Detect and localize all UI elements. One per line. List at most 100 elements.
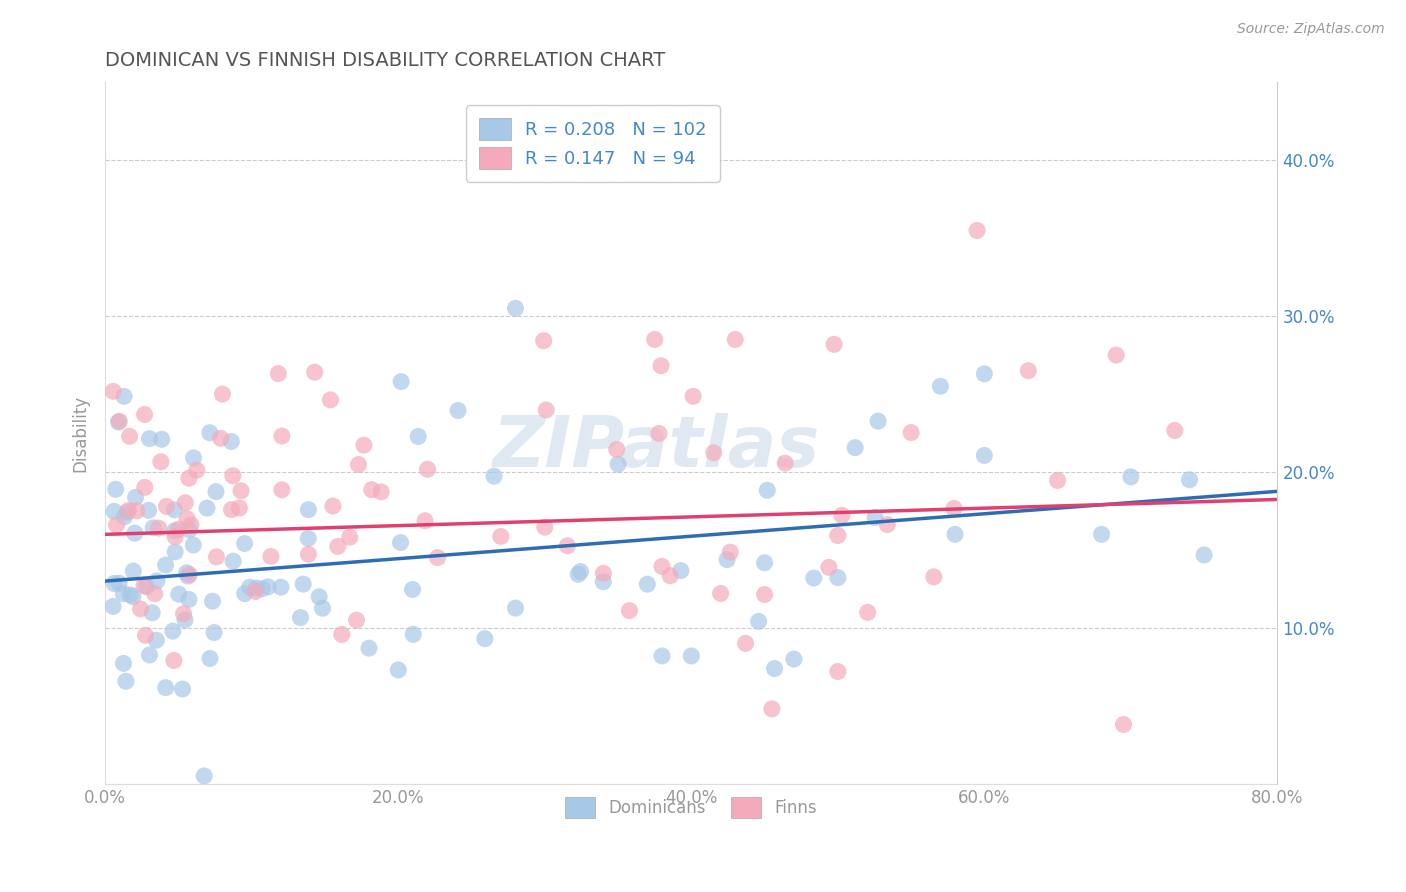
Dominicans xyxy=(163,503,186,517)
Dominicans xyxy=(172,681,194,696)
Finns xyxy=(856,606,879,620)
Dominicans xyxy=(292,577,315,591)
Finns xyxy=(134,628,156,642)
Finns xyxy=(270,429,292,443)
Finns xyxy=(659,568,682,582)
Finns xyxy=(900,425,922,440)
Finns xyxy=(718,545,741,559)
Dominicans xyxy=(973,367,995,381)
Dominicans xyxy=(357,641,380,656)
Finns xyxy=(179,567,201,582)
Dominicans xyxy=(311,601,333,615)
Dominicans xyxy=(201,594,224,608)
Dominicans xyxy=(138,503,160,517)
Finns xyxy=(125,504,148,518)
Dominicans xyxy=(124,526,146,541)
Finns xyxy=(360,483,382,497)
Dominicans xyxy=(389,375,412,389)
Finns xyxy=(205,549,228,564)
Dominicans xyxy=(651,648,673,663)
Dominicans xyxy=(202,625,225,640)
Dominicans xyxy=(863,510,886,524)
Dominicans xyxy=(290,610,312,624)
Finns xyxy=(534,403,557,417)
Dominicans xyxy=(973,449,995,463)
Finns xyxy=(734,636,756,650)
Dominicans xyxy=(112,657,135,671)
Dominicans xyxy=(146,574,169,588)
Finns xyxy=(346,613,368,627)
Finns xyxy=(129,602,152,616)
Finns xyxy=(105,517,128,532)
Finns xyxy=(823,337,845,351)
Finns xyxy=(163,653,186,667)
Dominicans xyxy=(1090,527,1112,541)
Finns xyxy=(347,458,370,472)
Finns xyxy=(245,584,267,599)
Dominicans xyxy=(748,615,770,629)
Finns xyxy=(922,570,945,584)
Finns xyxy=(167,522,190,536)
Dominicans xyxy=(163,524,186,538)
Dominicans xyxy=(233,586,256,600)
Dominicans xyxy=(270,580,292,594)
Dominicans xyxy=(681,648,703,663)
Dominicans xyxy=(108,576,131,591)
Dominicans xyxy=(387,663,409,677)
Finns xyxy=(186,463,208,477)
Dominicans xyxy=(183,450,205,465)
Finns xyxy=(724,333,747,347)
Dominicans xyxy=(138,648,160,662)
Dominicans xyxy=(592,574,614,589)
Finns xyxy=(416,462,439,476)
Dominicans xyxy=(308,590,330,604)
Dominicans xyxy=(177,592,200,607)
Finns xyxy=(297,547,319,561)
Dominicans xyxy=(193,769,215,783)
Finns xyxy=(209,431,232,445)
Dominicans xyxy=(827,571,849,585)
Finns xyxy=(651,559,673,574)
Text: DOMINICAN VS FINNISH DISABILITY CORRELATION CHART: DOMINICAN VS FINNISH DISABILITY CORRELAT… xyxy=(105,51,665,70)
Finns xyxy=(180,518,202,533)
Dominicans xyxy=(1178,473,1201,487)
Dominicans xyxy=(222,554,245,568)
Finns xyxy=(710,586,733,600)
Finns xyxy=(489,529,512,543)
Dominicans xyxy=(165,545,187,559)
Dominicans xyxy=(868,414,890,428)
Finns xyxy=(682,389,704,403)
Finns xyxy=(319,392,342,407)
Dominicans xyxy=(179,523,201,537)
Finns xyxy=(260,549,283,564)
Finns xyxy=(370,484,392,499)
Dominicans xyxy=(205,484,228,499)
Dominicans xyxy=(754,556,776,570)
Finns xyxy=(118,429,141,443)
Finns xyxy=(132,579,155,593)
Finns xyxy=(648,426,671,441)
Finns xyxy=(229,483,252,498)
Dominicans xyxy=(763,661,786,675)
Dominicans xyxy=(716,552,738,566)
Finns xyxy=(222,468,245,483)
Dominicans xyxy=(112,587,135,601)
Dominicans xyxy=(162,624,184,639)
Finns xyxy=(1112,717,1135,731)
Dominicans xyxy=(474,632,496,646)
Finns xyxy=(326,540,349,554)
Finns xyxy=(228,501,250,516)
Finns xyxy=(818,560,841,574)
Finns xyxy=(176,512,198,526)
Finns xyxy=(177,471,200,485)
Y-axis label: Disability: Disability xyxy=(72,394,89,472)
Dominicans xyxy=(245,581,267,595)
Finns xyxy=(426,550,449,565)
Finns xyxy=(221,502,243,516)
Dominicans xyxy=(104,483,127,497)
Finns xyxy=(270,483,292,497)
Finns xyxy=(174,496,197,510)
Dominicans xyxy=(150,432,173,446)
Dominicans xyxy=(1119,470,1142,484)
Dominicans xyxy=(176,566,198,580)
